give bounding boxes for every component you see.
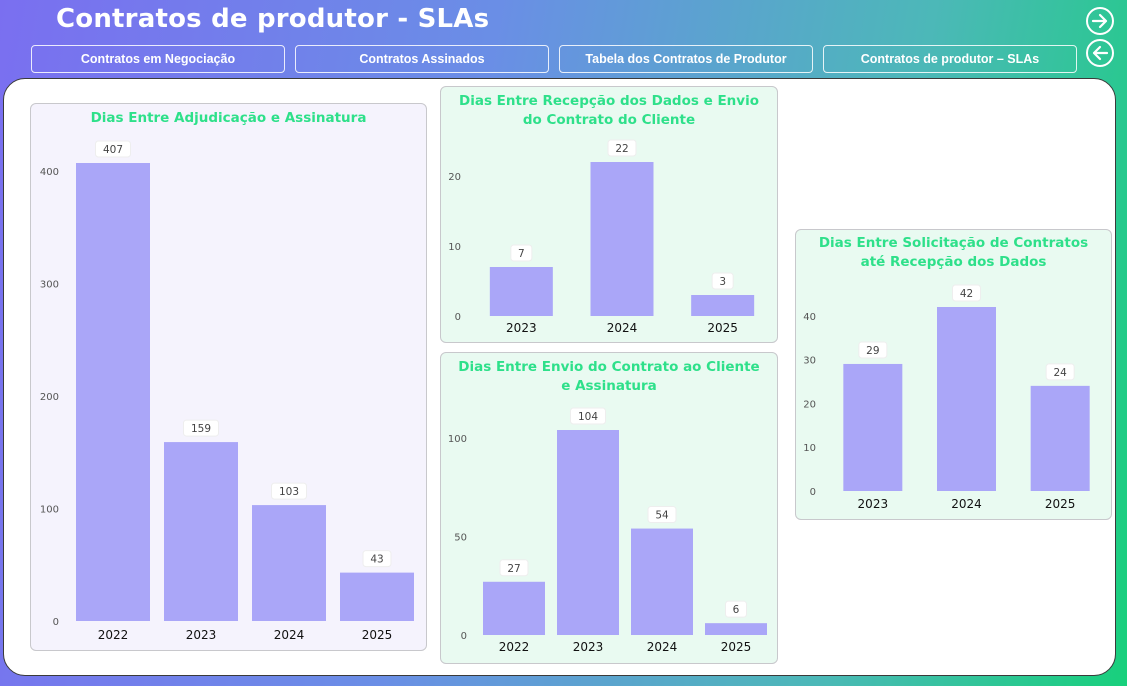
data-label-bg <box>647 506 677 524</box>
chart-adjudicacao-assinatura: Dias Entre Adjudicação e Assinatura 0 100… <box>30 103 427 651</box>
x-tick-label: 2023 <box>506 321 537 335</box>
x-tick-label: 2023 <box>186 628 217 642</box>
data-label: 27 <box>507 563 520 575</box>
x-tick-label: 2025 <box>707 321 738 335</box>
data-label-bg <box>499 559 529 577</box>
x-tick-label: 2023 <box>858 497 889 511</box>
tab-contratos-slas[interactable]: Contratos de produtor – SLAs <box>823 45 1077 73</box>
data-label-bg <box>362 550 392 568</box>
data-label: 104 <box>578 411 598 423</box>
bar <box>631 528 693 635</box>
bar <box>705 623 767 635</box>
data-label-bg <box>95 140 131 158</box>
x-tick-label: 2023 <box>573 640 604 654</box>
data-label-bg <box>510 244 533 262</box>
data-label-bg <box>1045 363 1075 381</box>
data-label-bg <box>952 284 981 302</box>
y-tick-label: 100 <box>448 434 467 445</box>
x-tick-label: 2022 <box>499 640 530 654</box>
bar <box>340 572 414 621</box>
y-tick-label: 0 <box>810 487 816 498</box>
data-label-bg <box>570 407 606 425</box>
y-tick-label: 20 <box>448 172 461 183</box>
data-label-bg <box>607 139 637 157</box>
bar <box>483 581 545 635</box>
y-tick-label: 0 <box>53 617 59 628</box>
tab-contratos-negociacao[interactable]: Contratos em Negociação <box>31 45 285 73</box>
bar <box>1030 385 1090 491</box>
x-tick-label: 2025 <box>721 640 752 654</box>
data-label-bg <box>858 341 888 359</box>
y-tick-label: 10 <box>448 242 461 253</box>
data-label: 103 <box>279 486 299 498</box>
data-label: 407 <box>103 144 123 156</box>
arrow-right-circle-icon[interactable] <box>1086 7 1114 35</box>
bar <box>691 295 755 316</box>
chart-svg: 0 10 20 30 40 29 2023 42 2024 24 2025 <box>803 284 1090 511</box>
data-label: 7 <box>518 248 525 260</box>
data-label: 22 <box>615 143 628 155</box>
data-label: 6 <box>733 604 740 616</box>
chart-recepcao-envio: Dias Entre Recepção dos Dados e Envio do… <box>440 86 778 343</box>
data-label: 3 <box>719 276 726 288</box>
x-tick-label: 2025 <box>1045 497 1076 511</box>
bar <box>489 267 553 316</box>
data-label: 159 <box>191 423 211 435</box>
bar <box>557 430 619 635</box>
chart-title: Dias Entre Solicitação de Contratos até … <box>818 235 1089 270</box>
arrow-left-circle-icon[interactable] <box>1086 39 1114 67</box>
chart-svg: 0 50 100 27 2022 104 2023 54 2024 6 2025 <box>448 407 767 654</box>
y-tick-label: 40 <box>803 312 816 323</box>
bar <box>937 307 996 491</box>
page-title: Contratos de produtor - SLAs <box>56 4 490 34</box>
data-label: 54 <box>655 510 669 522</box>
x-tick-label: 2024 <box>607 321 638 335</box>
bar <box>252 505 326 621</box>
x-tick-label: 2024 <box>951 497 982 511</box>
data-label-bg <box>725 600 747 618</box>
data-label: 29 <box>866 345 879 357</box>
y-tick-label: 100 <box>40 504 59 515</box>
data-label: 24 <box>1053 367 1067 379</box>
tab-tabela-contratos[interactable]: Tabela dos Contratos de Produtor <box>559 45 813 73</box>
bar <box>76 163 150 621</box>
y-tick-label: 20 <box>803 399 816 410</box>
data-label: 42 <box>960 288 973 300</box>
x-tick-label: 2022 <box>98 628 129 642</box>
chart-envio-assinatura: Dias Entre Envio do Contrato ao Cliente … <box>440 352 778 664</box>
y-tick-label: 50 <box>454 532 467 543</box>
data-label-bg <box>711 272 734 290</box>
chart-svg: 0 100 200 300 400 407 2022 159 2023 103 2024 43 2025 <box>40 140 414 642</box>
chart-title: Dias Entre Recepção dos Dados e Envio do… <box>459 93 759 128</box>
chart-solicitacao-recepcao: Dias Entre Solicitação de Contratos até … <box>795 229 1112 520</box>
y-tick-label: 300 <box>40 279 59 290</box>
y-tick-label: 10 <box>803 443 816 454</box>
y-tick-label: 0 <box>455 312 461 323</box>
x-tick-label: 2024 <box>274 628 305 642</box>
chart-title: Dias Entre Adjudicação e Assinatura <box>90 110 367 126</box>
bar <box>164 442 238 621</box>
tab-contratos-assinados[interactable]: Contratos Assinados <box>295 45 549 73</box>
data-label: 43 <box>370 554 383 566</box>
x-tick-label: 2024 <box>647 640 678 654</box>
x-tick-label: 2025 <box>362 628 393 642</box>
y-tick-label: 0 <box>461 631 467 642</box>
bar <box>843 363 903 491</box>
chart-svg: 0 10 20 7 2023 22 2024 3 2025 <box>448 139 755 335</box>
chart-title: Dias Entre Envio do Contrato ao Cliente … <box>458 359 760 394</box>
data-label-bg <box>271 482 307 500</box>
y-tick-label: 400 <box>40 167 59 178</box>
y-tick-label: 30 <box>803 356 816 367</box>
y-tick-label: 200 <box>40 392 59 403</box>
bar <box>590 162 654 316</box>
data-label-bg <box>183 419 219 437</box>
